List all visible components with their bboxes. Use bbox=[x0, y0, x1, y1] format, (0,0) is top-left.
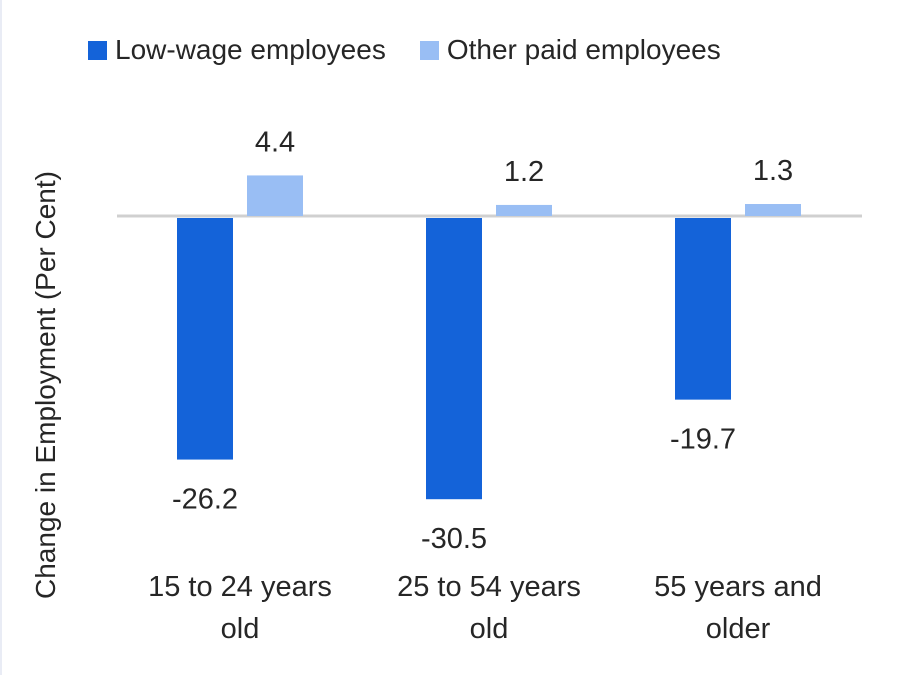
legend-item-other-paid: Other paid employees bbox=[419, 34, 721, 66]
data-label-other-paid-2: 1.3 bbox=[753, 155, 793, 187]
category-label-1: 25 to 54 years old bbox=[369, 566, 609, 650]
category-label-line: old bbox=[220, 613, 260, 645]
bar-other-paid-1 bbox=[496, 204, 552, 216]
bar-other-paid-2 bbox=[745, 204, 801, 216]
bar-low-wage-2 bbox=[675, 218, 731, 400]
data-label-low-wage-1: -30.5 bbox=[421, 523, 487, 555]
data-label-other-paid-1: 1.2 bbox=[504, 156, 544, 188]
data-label-other-paid-0: 4.4 bbox=[255, 126, 295, 158]
legend-label-other-paid: Other paid employees bbox=[446, 34, 721, 65]
category-label-0: 15 to 24 years old bbox=[120, 566, 360, 650]
bar-low-wage-0 bbox=[177, 218, 233, 460]
legend-swatch-low-wage bbox=[88, 40, 107, 60]
legend-item-low-wage: Low-wage employees bbox=[88, 34, 386, 66]
legend-label-low-wage: Low-wage employees bbox=[115, 34, 386, 65]
category-label-line: 25 to 54 years bbox=[397, 571, 581, 603]
bar-other-paid-0 bbox=[247, 175, 303, 216]
data-label-low-wage-0: -26.2 bbox=[172, 484, 238, 516]
category-label-line: 55 years and bbox=[654, 571, 822, 603]
bar-low-wage-1 bbox=[426, 218, 482, 500]
legend: Low-wage employees Other paid employees bbox=[88, 34, 755, 66]
page-edge-rule bbox=[0, 0, 2, 675]
category-label-line: older bbox=[705, 613, 771, 645]
data-label-low-wage-2: -19.7 bbox=[670, 424, 736, 456]
category-label-2: 55 years and older bbox=[618, 566, 858, 650]
category-label-line: 15 to 24 years bbox=[148, 571, 332, 603]
category-label-line: old bbox=[469, 613, 509, 645]
legend-swatch-other-paid bbox=[419, 40, 439, 60]
